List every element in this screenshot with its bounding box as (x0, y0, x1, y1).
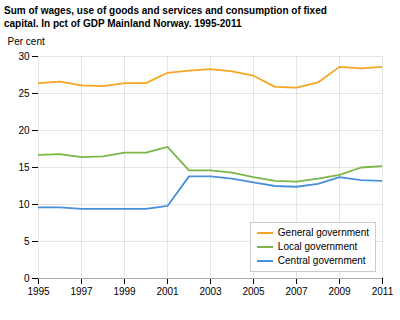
svg-text:2003: 2003 (199, 286, 222, 297)
svg-text:2005: 2005 (242, 286, 265, 297)
svg-text:2001: 2001 (156, 286, 179, 297)
svg-text:1999: 1999 (113, 286, 136, 297)
html-text:General government: General government (277, 227, 369, 238)
svg-text:15: 15 (18, 162, 30, 173)
svg-text:Per cent: Per cent (8, 36, 45, 47)
html-text:Central government: Central government (277, 255, 366, 266)
svg-text:30: 30 (18, 51, 30, 62)
svg-text:2011: 2011 (372, 286, 394, 297)
svg-text:1995: 1995 (27, 286, 50, 297)
svg-text:1997: 1997 (70, 286, 93, 297)
html-text:capital. In pct of GDP Mainlan: capital. In pct of GDP Mainland Norway. … (4, 18, 242, 29)
svg-text:5: 5 (24, 236, 30, 247)
html-text:Local government: Local government (277, 241, 358, 252)
svg-text:10: 10 (18, 199, 30, 210)
svg-text:20: 20 (18, 125, 30, 136)
svg-text:25: 25 (18, 88, 30, 99)
svg-text:2009: 2009 (328, 286, 351, 297)
svg-text:0: 0 (24, 273, 30, 284)
svg-text:2007: 2007 (285, 286, 308, 297)
html-text:Sum of wages, use of goods and: Sum of wages, use of goods and services … (4, 5, 327, 16)
